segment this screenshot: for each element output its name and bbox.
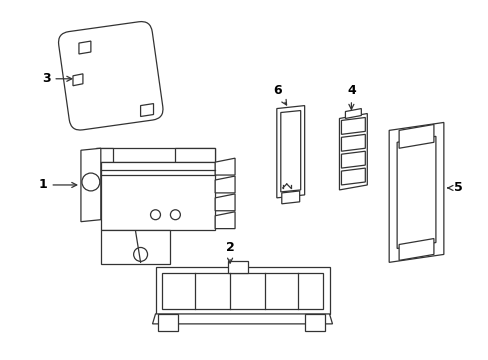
Text: 4: 4 [346,84,355,109]
Polygon shape [141,104,153,117]
Polygon shape [388,122,443,262]
Polygon shape [215,212,235,229]
Polygon shape [341,117,365,134]
Polygon shape [155,267,329,314]
Polygon shape [96,148,113,162]
Polygon shape [227,261,247,273]
Text: 3: 3 [42,72,72,85]
Text: 2: 2 [225,241,234,263]
Text: 6: 6 [273,84,286,105]
Polygon shape [215,158,235,175]
Polygon shape [281,191,299,204]
Text: 5: 5 [447,181,462,194]
Polygon shape [215,194,235,211]
Polygon shape [341,151,365,168]
Polygon shape [396,136,435,248]
Polygon shape [398,239,433,260]
Polygon shape [152,314,332,324]
Polygon shape [158,314,178,331]
Polygon shape [280,111,300,192]
Polygon shape [73,74,83,86]
Polygon shape [304,314,324,331]
Polygon shape [101,230,170,264]
Polygon shape [398,125,433,148]
FancyBboxPatch shape [59,22,163,130]
Polygon shape [339,113,366,190]
Polygon shape [79,41,91,54]
Polygon shape [345,109,361,118]
Polygon shape [341,168,365,185]
Polygon shape [81,148,101,222]
Polygon shape [162,273,322,309]
Polygon shape [96,148,215,162]
Polygon shape [175,148,215,162]
Polygon shape [215,176,235,193]
Polygon shape [276,105,304,198]
Text: 1: 1 [39,179,77,192]
Polygon shape [341,134,365,151]
Polygon shape [101,162,215,230]
